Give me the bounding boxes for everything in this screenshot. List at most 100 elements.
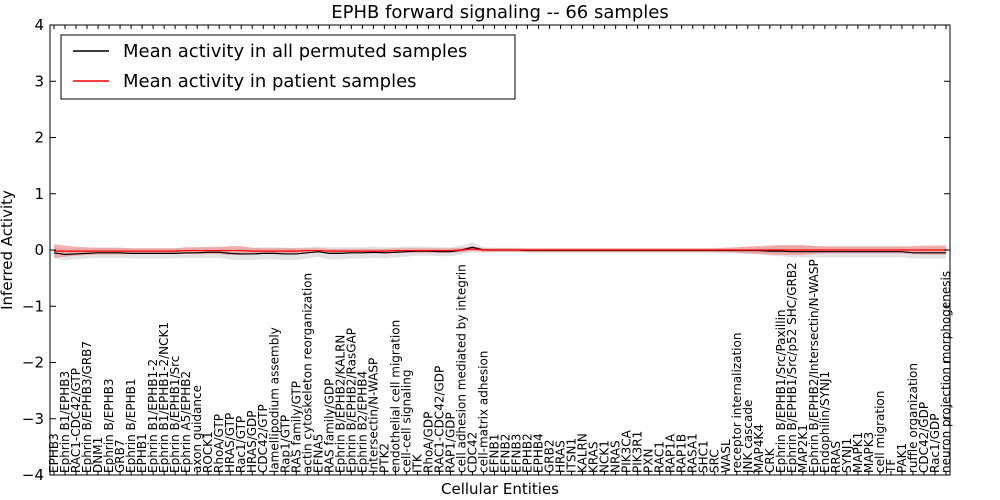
x-tick-label: EFNA5 bbox=[311, 434, 325, 473]
x-tick-label: EFNB1 bbox=[487, 434, 501, 473]
x-tick-label: CDC42/GTP bbox=[256, 404, 270, 473]
x-tick-label: RAC1 bbox=[653, 441, 667, 473]
legend-label: Mean activity in all permuted samples bbox=[123, 41, 467, 62]
x-tick-label: Ephrin B/EPHB2/Intersectin/N-WASP bbox=[807, 259, 821, 473]
x-tick-label: HRAS bbox=[554, 440, 568, 473]
x-tick-label: actin cytoskeleton reorganization bbox=[300, 273, 314, 473]
x-tick-label: SYNJ1 bbox=[840, 438, 854, 473]
x-tick-label: SHC1 bbox=[697, 440, 711, 473]
x-tick-label: axon guidance bbox=[190, 385, 204, 473]
x-tick-label: KALRN bbox=[576, 433, 590, 473]
x-tick-label: RAP1A bbox=[664, 433, 678, 473]
x-tick-label: CDC42/GDP bbox=[917, 402, 931, 473]
x-tick-label: CRK bbox=[763, 447, 777, 473]
x-tick-label: Rap1/GTP bbox=[278, 415, 292, 473]
x-tick-label: cell adhesion mediated by integrin bbox=[454, 264, 468, 473]
x-tick-label: EPHB4 bbox=[532, 433, 546, 473]
x-tick-label: endothelial cell migration bbox=[388, 320, 402, 473]
x-tick-label: Ephrin B/EPHB3 bbox=[102, 379, 116, 473]
x-tick-label: RRAS bbox=[829, 441, 843, 473]
x-tick-label: EPHB3 bbox=[47, 433, 61, 473]
y-tick-label: 3 bbox=[34, 72, 44, 90]
x-tick-label: Ephrin B1/EPHB1-2 bbox=[146, 359, 160, 473]
x-tick-label: Ephrin B1/EPHB3 bbox=[58, 371, 72, 473]
x-tick-label: MAPK3 bbox=[862, 432, 876, 473]
x-tick-label: Ephrin B1/EPHB1-2/NCK1 bbox=[157, 322, 171, 473]
legend-box bbox=[60, 34, 516, 100]
x-tick-label: RAC1-CDC42/GDP bbox=[432, 366, 446, 473]
x-tick-label: PIK3CA bbox=[620, 429, 634, 473]
x-tick-label: Rac1/GDP bbox=[928, 414, 942, 473]
x-tick-label: PAK1 bbox=[895, 443, 909, 473]
y-tick-label: −3 bbox=[22, 410, 44, 428]
x-tick-label: HRAS/GTP bbox=[223, 413, 237, 473]
x-tick-label: EPHB1 bbox=[135, 433, 149, 473]
x-tick-label: MAP2K1 bbox=[796, 424, 810, 473]
x-tick-label: Ephrin A5/EPHB2 bbox=[179, 371, 193, 473]
x-tick-label: receptor internalization bbox=[730, 333, 744, 473]
x-tick-label: Ephrin B2/EPHB4 bbox=[355, 371, 369, 473]
y-tick-label: 2 bbox=[34, 129, 44, 147]
x-tick-label: JNK cascade bbox=[741, 400, 755, 474]
x-tick-label: Ephrin B/EPHB3/GRB7 bbox=[80, 341, 94, 473]
x-tick-label: RAC1-CDC42/GTP bbox=[69, 368, 83, 473]
y-tick-label: 1 bbox=[34, 185, 44, 203]
x-tick-label: DNM1 bbox=[91, 437, 105, 473]
x-tick-label: Intersectin/N-WASP bbox=[366, 358, 380, 473]
x-tick-label: RAP1B bbox=[675, 434, 689, 473]
x-axis-label: Cellular Entities bbox=[441, 480, 559, 498]
x-tick-label: neuron projection morphogenesis bbox=[939, 271, 953, 473]
x-tick-label: EPHB2 bbox=[521, 433, 535, 473]
x-tick-label: Ephrin B/EPHB1/Src bbox=[168, 356, 182, 473]
patient-band bbox=[54, 244, 946, 258]
x-tick-label: SRC bbox=[708, 449, 722, 473]
x-tick-label: RhoA/GDP bbox=[421, 412, 435, 473]
y-tick-label: −1 bbox=[22, 297, 44, 315]
x-tick-label: MAPK1 bbox=[851, 432, 865, 473]
y-tick-label: 4 bbox=[34, 16, 44, 34]
x-tick-label: RAP1/GDP bbox=[443, 412, 457, 473]
legend-label: Mean activity in patient samples bbox=[123, 71, 417, 92]
chart-title: EPHB forward signaling -- 66 samples bbox=[331, 2, 669, 23]
x-tick-label: Ephrin B/EPHB1/Src/p52 SHC/GRB2 bbox=[785, 262, 799, 473]
x-tick-label: HRAS/GDP bbox=[245, 410, 259, 473]
x-tick-label: ROCK1 bbox=[201, 431, 215, 473]
x-tick-label: RAS family/GDP bbox=[322, 379, 336, 473]
x-tick-label: GRB2 bbox=[543, 439, 557, 473]
x-tick-label: EFNB3 bbox=[510, 434, 524, 473]
x-tick-label: RhoA/GTP bbox=[212, 414, 226, 473]
x-tick-label: cell migration bbox=[873, 391, 887, 473]
x-tick-label: Ephrin B/EPHB2/RasGAP bbox=[344, 328, 358, 473]
x-tick-label: RAS family/GTP bbox=[289, 381, 303, 473]
x-tick-label: TF bbox=[884, 459, 898, 474]
x-tick-label: NRAS bbox=[609, 440, 623, 473]
x-tick-label: Ephrin B/EPHB2/KALRN bbox=[333, 335, 347, 473]
x-tick-label: ITK bbox=[410, 453, 424, 473]
series-line-patient bbox=[54, 248, 946, 252]
x-tick-label: WASL bbox=[719, 439, 733, 473]
y-tick-label: 0 bbox=[34, 241, 44, 259]
x-tick-label: Endophilin/SYNJ1 bbox=[818, 371, 832, 473]
x-tick-label: CDC42 bbox=[465, 432, 479, 473]
x-tick-label: PXN bbox=[642, 449, 656, 473]
x-tick-label: ITSN1 bbox=[565, 438, 579, 473]
x-tick-label: lamellipodium assembly bbox=[267, 327, 281, 473]
y-axis-label: Inferred Activity bbox=[0, 190, 16, 310]
x-tick-label: GRB7 bbox=[113, 439, 127, 473]
y-tick-label: −2 bbox=[22, 354, 44, 372]
x-tick-label: Ephrin B/EPHB1/Src/Paxillin bbox=[774, 309, 788, 473]
x-tick-label: KRAS bbox=[587, 441, 601, 473]
x-tick-label: PTK2 bbox=[377, 443, 391, 473]
x-tick-label: PIK3R1 bbox=[631, 431, 645, 473]
x-tick-label: cell-cell signaling bbox=[399, 370, 413, 474]
y-tick-label: −4 bbox=[22, 466, 44, 484]
x-tick-label: RASA1 bbox=[686, 433, 700, 473]
x-tick-label: Rac1/GTP bbox=[234, 416, 248, 473]
x-tick-label: EFNB2 bbox=[499, 434, 513, 473]
x-tick-label: cell-matrix adhesion bbox=[476, 351, 490, 473]
x-tick-label: Ephrin B/EPHB1 bbox=[124, 379, 138, 473]
x-tick-label: MAP4K4 bbox=[752, 424, 766, 473]
